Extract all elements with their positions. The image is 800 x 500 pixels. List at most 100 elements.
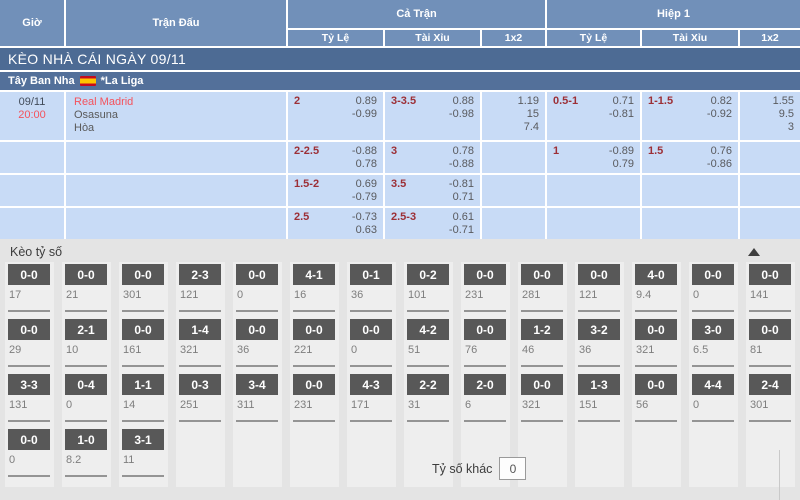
collapse-section-icon[interactable] xyxy=(748,248,760,256)
score-bet-button[interactable]: 1-1 xyxy=(122,374,164,395)
h1-handicap-cell[interactable]: 0.5-1 0.71 -0.81 xyxy=(547,92,640,140)
score-cell: 2-0 6 xyxy=(461,372,510,427)
score-column: 2-3 121 1-4 321 0-3 251 xyxy=(176,262,225,487)
h1-1x2-cell xyxy=(740,175,800,206)
score-bet-button[interactable]: 4-3 xyxy=(350,374,392,395)
score-cell: 1-2 46 xyxy=(518,317,567,372)
score-odds-value: 221 xyxy=(294,344,313,356)
score-cell-divider xyxy=(350,310,392,312)
score-bet-button[interactable]: 1-3 xyxy=(578,374,620,395)
ft-handicap-cell[interactable]: 1.5-2 0.69 -0.79 xyxy=(288,175,383,206)
score-cell: 0-2 101 xyxy=(404,262,453,317)
score-bet-button[interactable]: 4-1 xyxy=(293,264,335,285)
ft-1x2-cell xyxy=(482,208,545,239)
match-teams-cell[interactable]: Real Madrid Osasuna Hòa xyxy=(66,92,286,140)
score-bet-button[interactable]: 3-0 xyxy=(692,319,734,340)
score-odds-value: 121 xyxy=(180,289,199,301)
ft-over-under-cell[interactable]: 3-3.5 0.88 -0.98 xyxy=(385,92,480,140)
score-cell-divider xyxy=(236,420,278,422)
score-bet-button[interactable]: 0-0 xyxy=(65,264,107,285)
score-bet-button[interactable]: 0-0 xyxy=(8,264,50,285)
score-bet-button[interactable]: 2-2 xyxy=(407,374,449,395)
score-bet-button[interactable]: 0-0 xyxy=(293,374,335,395)
score-column: 0-0 301 0-0 161 1-1 14 3-1 11 xyxy=(119,262,168,487)
odds-value: -0.79 xyxy=(351,191,377,203)
odds-values: -0.81 0.71 xyxy=(449,178,474,206)
odds-values: 0.69 -0.79 xyxy=(352,178,377,206)
draw-label: Hòa xyxy=(74,122,95,134)
score-cell: 0-0 17 xyxy=(5,262,54,317)
score-bet-button[interactable]: 2-1 xyxy=(65,319,107,340)
correct-score-grid: 0-0 17 0-0 29 3-3 131 0-0 0 0-0 21 2-1 10 0-4 0 1-0 8.2… xyxy=(5,262,795,487)
ft-handicap-cell[interactable]: 2.5 -0.73 0.63 xyxy=(288,208,383,239)
score-bet-button[interactable]: 0-0 xyxy=(236,264,278,285)
score-bet-button[interactable]: 0-0 xyxy=(236,319,278,340)
handicap-line: 3-3.5 xyxy=(391,95,417,107)
score-bet-button[interactable]: 0-0 xyxy=(293,319,335,340)
ft-handicap-cell[interactable]: 2-2.5 -0.88 0.78 xyxy=(288,142,383,173)
odds-value: -0.98 xyxy=(448,108,474,120)
ft-over-under-cell[interactable]: 3.5 -0.81 0.71 xyxy=(385,175,480,206)
score-bet-button[interactable]: 0-0 xyxy=(350,319,392,340)
score-cell: 0-0 301 xyxy=(119,262,168,317)
ft-handicap-cell[interactable]: 2 0.89 -0.99 xyxy=(288,92,383,140)
score-bet-button[interactable]: 0-0 xyxy=(122,319,164,340)
score-bet-button[interactable]: 2-4 xyxy=(749,374,791,395)
score-bet-button[interactable]: 0-0 xyxy=(635,374,677,395)
league-country: Tây Ban Nha xyxy=(8,75,75,87)
league-name: *La Liga xyxy=(100,75,144,87)
score-bet-button[interactable]: 0-0 xyxy=(692,264,734,285)
ft-1x2-cell xyxy=(482,142,545,173)
score-bet-button[interactable]: 0-0 xyxy=(8,319,50,340)
h1-handicap-cell[interactable]: 1 -0.89 0.79 xyxy=(547,142,640,173)
score-bet-button[interactable]: 0-0 xyxy=(464,264,506,285)
ft-over-under-cell[interactable]: 2.5-3 0.61 -0.71 xyxy=(385,208,480,239)
score-cell: 0-0 231 xyxy=(290,372,339,427)
odds-value: 7.4 xyxy=(523,121,539,133)
score-bet-button[interactable]: 0-0 xyxy=(464,319,506,340)
score-bet-button[interactable]: 0-0 xyxy=(749,264,791,285)
score-cell-divider xyxy=(749,420,791,422)
score-bet-button[interactable]: 1-2 xyxy=(521,319,563,340)
h1-1x2-cell[interactable]: 1.55 9.5 3 xyxy=(740,92,800,140)
score-odds-value: 11 xyxy=(123,454,135,466)
score-bet-button[interactable]: 4-2 xyxy=(407,319,449,340)
score-bet-button[interactable]: 0-0 xyxy=(749,319,791,340)
match-time-cell xyxy=(0,175,64,206)
score-bet-button[interactable]: 0-0 xyxy=(521,264,563,285)
score-cell: 4-0 9.4 xyxy=(632,262,681,317)
score-bet-button[interactable]: 0-4 xyxy=(65,374,107,395)
handicap-line: 3 xyxy=(391,145,398,157)
score-bet-button[interactable]: 0-2 xyxy=(407,264,449,285)
score-bet-button[interactable]: 0-3 xyxy=(179,374,221,395)
score-bet-button[interactable]: 0-0 xyxy=(8,429,50,450)
h1-over-under-cell[interactable]: 1.5 0.76 -0.86 xyxy=(642,142,738,173)
score-bet-button[interactable]: 4-0 xyxy=(635,264,677,285)
score-bet-button[interactable]: 4-4 xyxy=(692,374,734,395)
score-bet-button[interactable]: 3-3 xyxy=(8,374,50,395)
score-odds-value: 0 xyxy=(693,399,700,411)
score-bet-button[interactable]: 0-0 xyxy=(122,264,164,285)
score-bet-button[interactable]: 1-0 xyxy=(65,429,107,450)
score-bet-button[interactable]: 2-0 xyxy=(464,374,506,395)
score-column: 4-1 16 0-0 221 0-0 231 xyxy=(290,262,339,487)
score-bet-button[interactable]: 3-2 xyxy=(578,319,620,340)
score-bet-button[interactable]: 0-0 xyxy=(578,264,620,285)
daily-odds-title: KÈO NHÀ CÁI NGÀY 09/11 xyxy=(8,51,187,67)
score-bet-button[interactable]: 0-0 xyxy=(635,319,677,340)
other-score-box[interactable]: 0 xyxy=(499,457,527,480)
score-bet-button[interactable]: 2-3 xyxy=(179,264,221,285)
ft-over-under-cell[interactable]: 3 0.78 -0.88 xyxy=(385,142,480,173)
h1-over-under-cell[interactable]: 1-1.5 0.82 -0.92 xyxy=(642,92,738,140)
score-bet-button[interactable]: 0-0 xyxy=(521,374,563,395)
league-bar[interactable]: Tây Ban Nha *La Liga xyxy=(0,72,800,90)
ft-1x2-cell[interactable]: 1.19 15 7.4 xyxy=(482,92,545,140)
score-bet-button[interactable]: 3-1 xyxy=(122,429,164,450)
score-bet-button[interactable]: 1-4 xyxy=(179,319,221,340)
score-cell: 0-0 0 xyxy=(233,262,282,317)
score-bet-button[interactable]: 0-1 xyxy=(350,264,392,285)
score-odds-value: 16 xyxy=(294,289,307,301)
handicap-line: 1.5-2 xyxy=(294,178,320,190)
score-bet-button[interactable]: 3-4 xyxy=(236,374,278,395)
handicap-line: 2-2.5 xyxy=(294,145,320,157)
